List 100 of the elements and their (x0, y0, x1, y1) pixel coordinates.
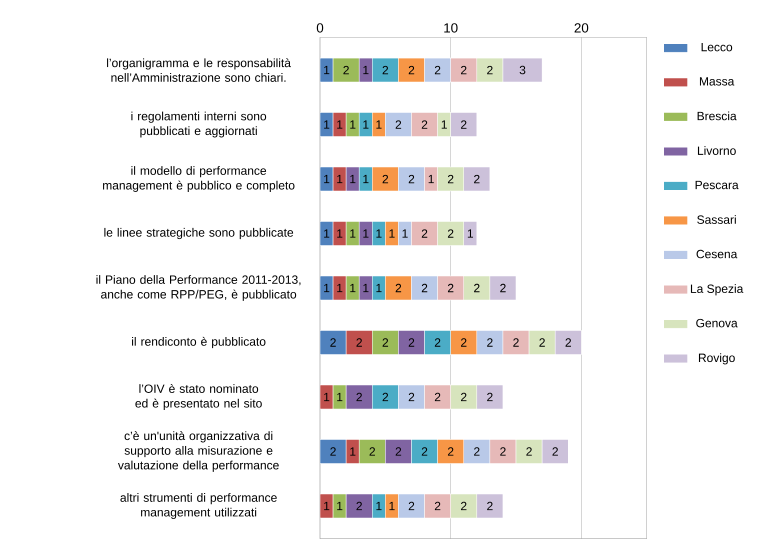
data-label: 1 (468, 229, 474, 238)
data-label: 1 (337, 229, 342, 238)
data-label: 1 (337, 120, 342, 129)
y-tick-label: altri strumenti di performance management utilizzati (120, 493, 277, 519)
data-label: 1 (350, 174, 356, 184)
data-label: 2 (422, 284, 428, 292)
legend-label: Pescara (696, 180, 739, 190)
data-label: 1 (350, 447, 356, 456)
data-label: 1 (389, 229, 395, 238)
data-label: 1 (337, 284, 342, 292)
data-label: 1 (324, 284, 330, 292)
data-label: 1 (428, 174, 434, 184)
data-label: 1 (324, 502, 330, 510)
data-label: 2 (396, 447, 402, 456)
data-label: 1 (324, 66, 330, 74)
data-label: 1 (350, 284, 356, 292)
data-label: 1 (442, 120, 447, 129)
legend-label: Rovigo (698, 353, 735, 364)
data-label: 2 (356, 338, 362, 347)
data-label: 2 (539, 338, 545, 347)
data-label: 2 (461, 66, 466, 74)
data-label: 1 (402, 229, 408, 238)
data-label: 2 (422, 120, 428, 129)
y-tick-label: il Piano della Performance 2011-2013, anche come RPP/PEG, è pubblicato (96, 275, 300, 301)
data-label: 1 (324, 174, 330, 184)
y-tick-label: i regolamenti interni sono pubblicati e aggiornati (131, 112, 266, 138)
data-label: 1 (376, 284, 382, 292)
data-label: 1 (363, 120, 368, 129)
data-label: 1 (376, 229, 382, 238)
data-label: 2 (526, 447, 532, 456)
data-label: 2 (422, 229, 428, 238)
data-label: 2 (408, 392, 414, 402)
x-tick-label: 0 (316, 23, 324, 33)
data-label: 1 (389, 502, 395, 510)
data-label: 2 (343, 66, 349, 74)
data-label: 1 (376, 502, 382, 510)
data-label: 2 (330, 338, 336, 347)
data-label: 2 (408, 338, 414, 347)
data-label: 1 (350, 120, 356, 129)
data-label: 2 (408, 174, 414, 184)
y-tick-label: c’è un'unità organizzativa di supporto alla misurazione e valutazione della performance (118, 431, 279, 472)
data-label: 2 (396, 120, 402, 129)
x-tick-label: 20 (574, 23, 588, 33)
data-label: 1 (363, 229, 368, 238)
data-label: 1 (376, 120, 382, 129)
data-label: 2 (434, 66, 440, 74)
data-label: 2 (408, 502, 414, 510)
data-label: 1 (363, 174, 368, 184)
legend-label: Cesena (696, 250, 738, 258)
data-label: 2 (461, 392, 466, 402)
data-label: 2 (474, 284, 480, 292)
legend-label: Lecco (702, 42, 732, 52)
legend-label: Massa (700, 77, 734, 86)
data-label: 2 (356, 502, 362, 510)
data-label: 2 (356, 392, 362, 402)
data-label: 2 (487, 392, 493, 402)
data-label: 2 (370, 447, 375, 456)
data-label: 2 (487, 338, 493, 347)
y-tick-label: l’OIV è stato nominato ed è presentato nel sito (135, 384, 262, 410)
y-tick-label: l’organigramma e le responsabilità nell’Amministrazione sono chiari. (107, 58, 291, 82)
data-label: 2 (552, 447, 558, 456)
data-label: 2 (422, 447, 428, 456)
data-label: 2 (408, 66, 414, 74)
data-label: 2 (448, 447, 454, 456)
data-label: 2 (500, 284, 506, 292)
data-label: 2 (448, 284, 454, 292)
legend-label: Genova (696, 318, 738, 328)
data-label: 1 (324, 120, 330, 129)
legend-label: La Spezia (690, 284, 744, 296)
data-label: 2 (330, 447, 336, 456)
legend-label: Sassari (697, 215, 736, 224)
data-label: 2 (474, 174, 480, 184)
data-label: 2 (382, 338, 388, 347)
data-label: 2 (487, 502, 493, 510)
data-label: 2 (382, 66, 388, 74)
data-label: 1 (337, 502, 342, 510)
data-label: 1 (337, 392, 342, 402)
data-label: 1 (337, 174, 342, 184)
data-label: 2 (566, 338, 571, 347)
data-label: 2 (461, 338, 466, 347)
data-label: 2 (448, 229, 454, 238)
data-label: 2 (513, 338, 519, 347)
data-label: 2 (434, 392, 440, 402)
data-label: 1 (324, 392, 330, 402)
y-tick-label: le linee strategiche sono pubblicate (104, 228, 294, 240)
legend-label: Brescia (698, 111, 737, 120)
data-label: 2 (396, 284, 402, 292)
data-label: 1 (324, 229, 330, 238)
data-label: 2 (434, 502, 440, 510)
data-label: 1 (363, 284, 368, 292)
data-label: 2 (382, 392, 388, 402)
data-label: 3 (520, 66, 526, 74)
data-label: 2 (500, 447, 506, 456)
legend-label: Livorno (698, 146, 736, 155)
data-label: 2 (487, 66, 493, 74)
data-label: 2 (461, 120, 466, 129)
data-label: 2 (434, 338, 440, 347)
data-label: 1 (363, 66, 368, 74)
y-tick-label: il modello di performance management è pubblico e completo (103, 166, 294, 192)
x-tick-label: 10 (444, 23, 458, 33)
